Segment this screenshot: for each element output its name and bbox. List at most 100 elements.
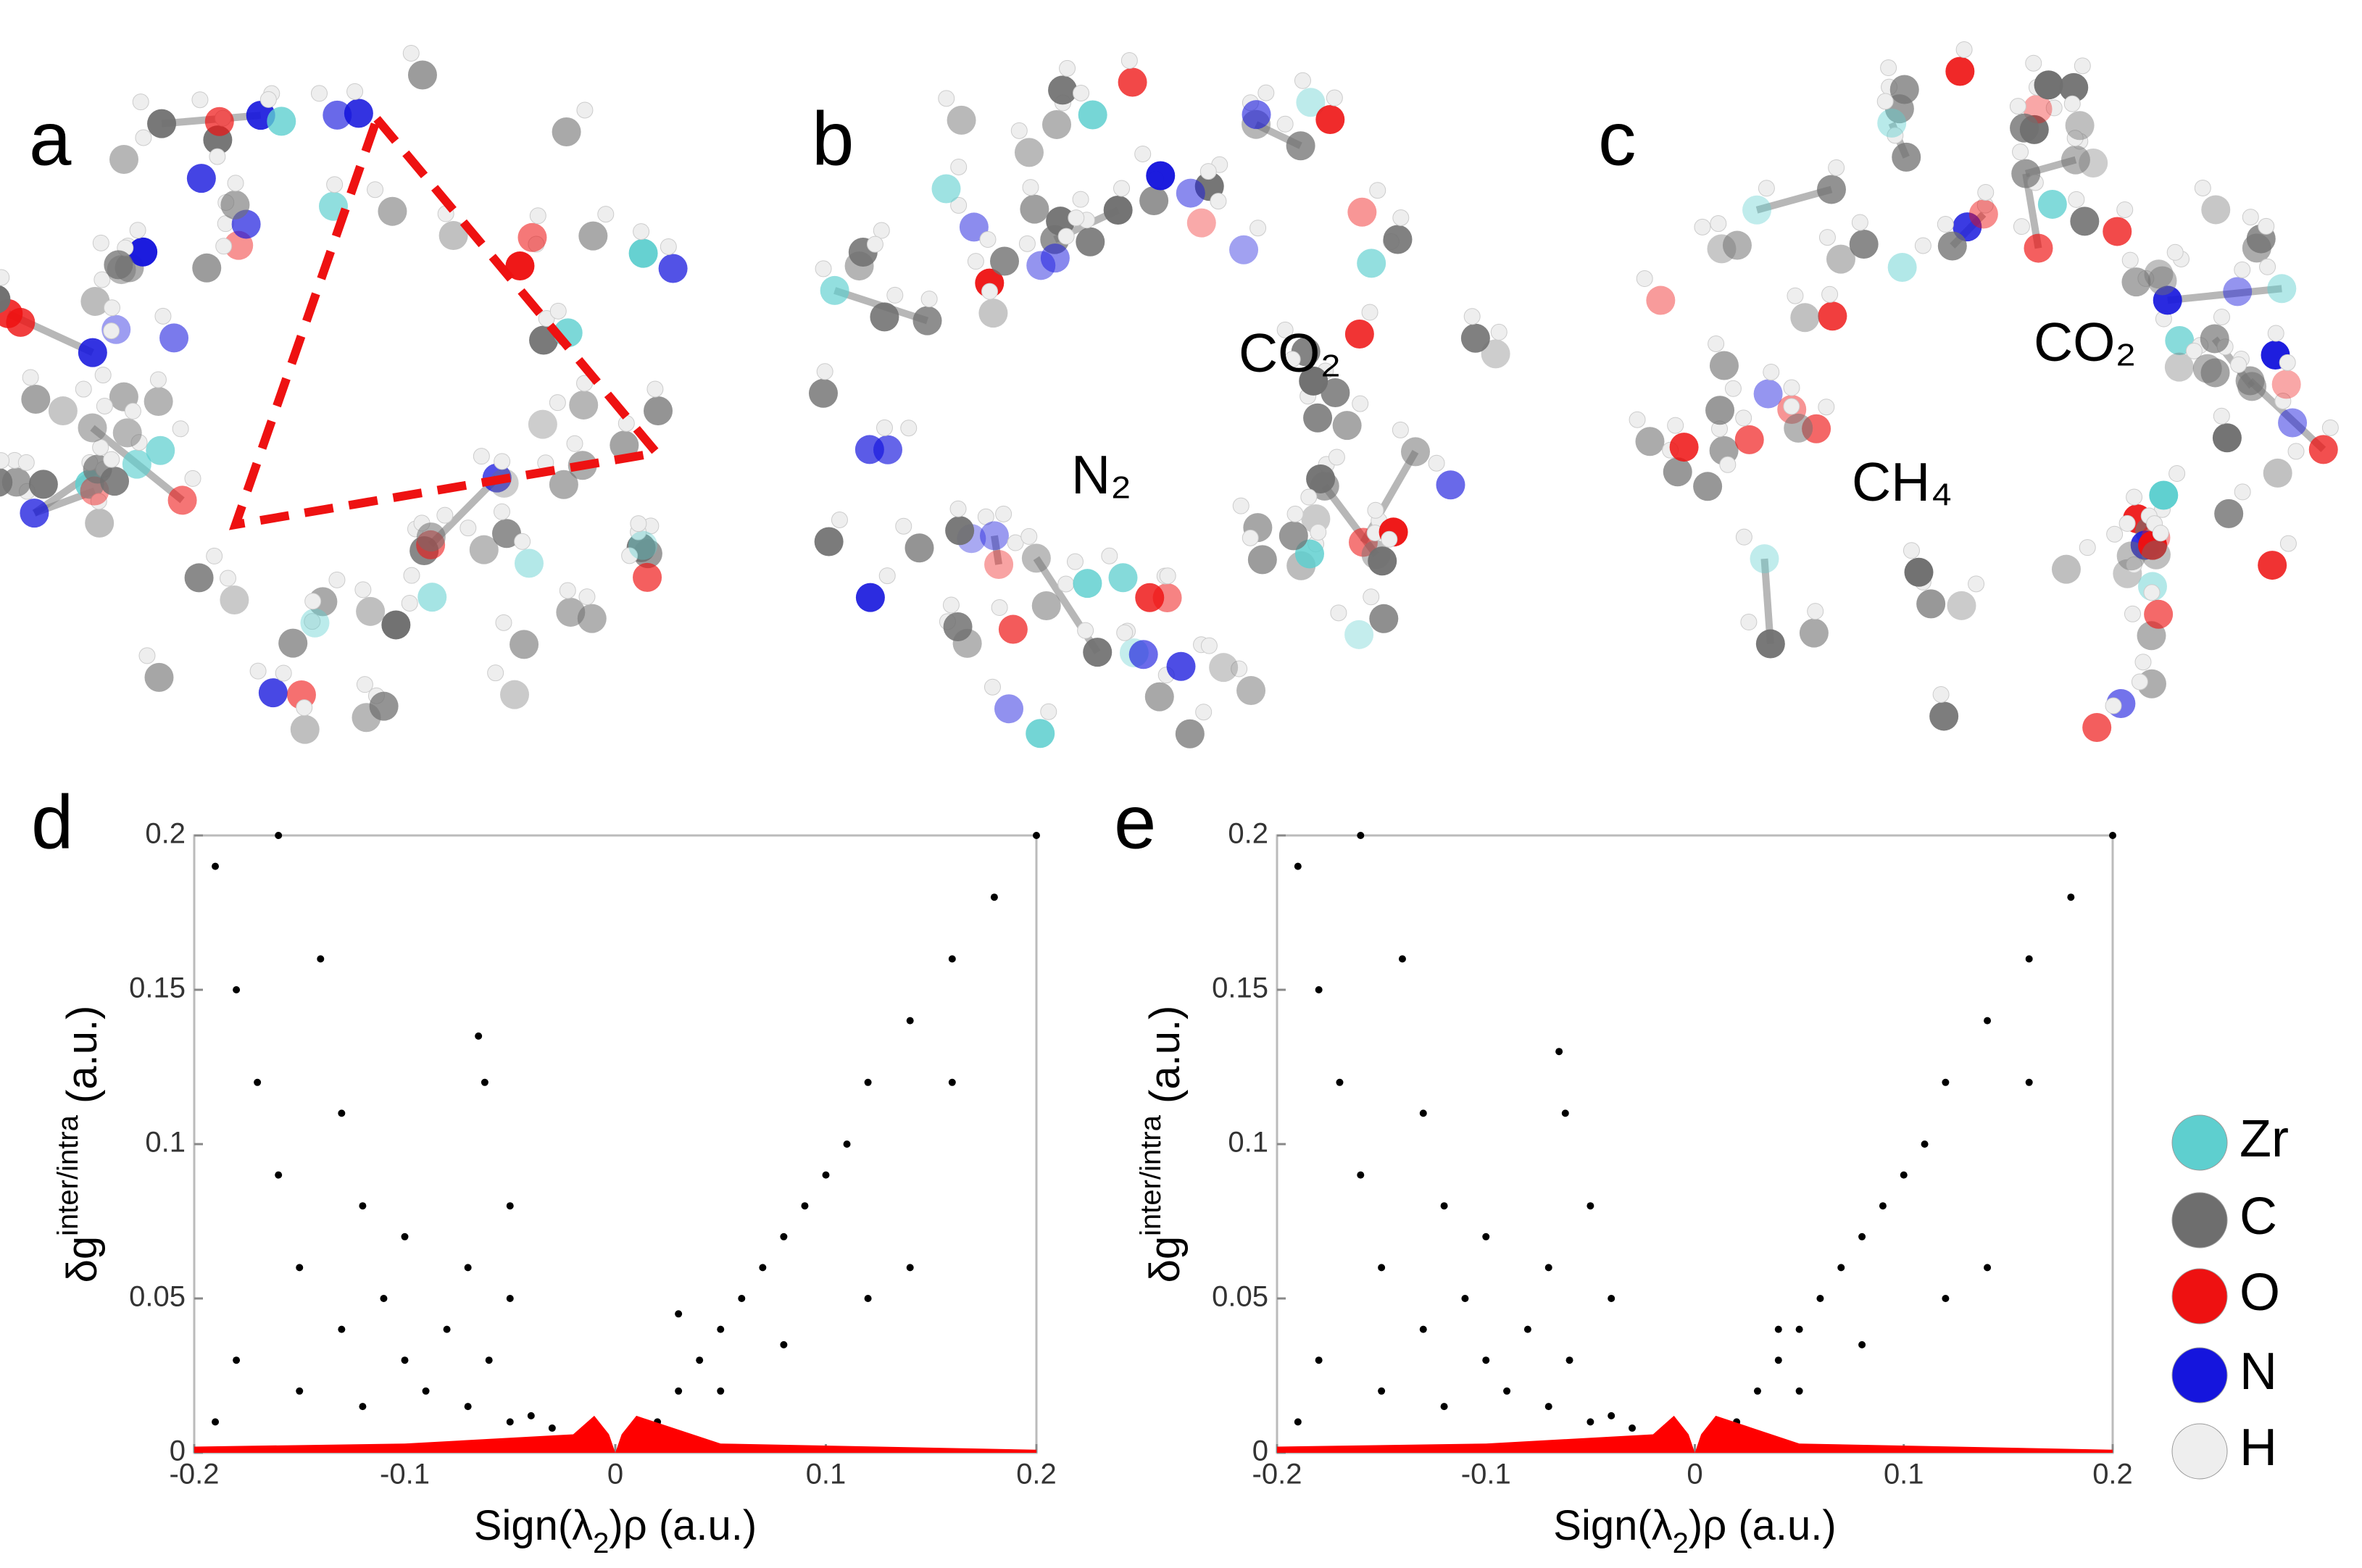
atom [1755, 629, 1785, 659]
hydrogen [17, 454, 35, 471]
hydrogen [1116, 624, 1134, 641]
atom [78, 338, 107, 367]
hydrogen [1818, 229, 1836, 246]
hydrogen [2321, 419, 2339, 436]
scatter-point [1587, 1202, 1594, 1210]
hydrogen [2213, 308, 2230, 325]
atom [2070, 207, 2100, 236]
atom [146, 435, 175, 465]
atom [2200, 324, 2229, 354]
panel-label: b [812, 97, 854, 182]
hydrogen [2131, 673, 2148, 691]
atom [855, 583, 885, 612]
atom [628, 530, 658, 560]
hydrogen [94, 367, 112, 384]
atom [1128, 640, 1158, 670]
scatter-point [675, 1310, 683, 1318]
atom [1947, 591, 1976, 620]
hydrogen [876, 419, 893, 436]
atom [1078, 100, 1107, 130]
scatter-point [1440, 1403, 1448, 1411]
hydrogen [367, 181, 384, 199]
hydrogen [75, 380, 92, 398]
atom [1753, 379, 1783, 409]
hydrogen [326, 176, 344, 193]
hydrogen [1294, 72, 1311, 89]
atom [1048, 75, 1078, 105]
atom [947, 105, 976, 135]
atom [258, 678, 288, 708]
hydrogen [1057, 228, 1075, 245]
atom [1236, 676, 1266, 706]
atom [2164, 352, 2194, 382]
hydrogen [209, 148, 226, 165]
legend-label: C [2240, 1188, 2277, 1246]
hydrogen [646, 380, 664, 398]
atom [1073, 569, 1102, 599]
hydrogen [2279, 354, 2296, 371]
hydrogen [296, 699, 313, 717]
hydrogen [1968, 575, 1985, 593]
hydrogen [1783, 398, 1800, 415]
atom [578, 221, 608, 251]
atom [112, 418, 142, 448]
atom [1209, 653, 1239, 683]
hydrogen [2242, 209, 2259, 226]
atom [2212, 423, 2242, 453]
hydrogen [1937, 216, 1954, 233]
atom [658, 254, 688, 283]
atom [2149, 480, 2179, 510]
scatter-point [1336, 1078, 1344, 1086]
atom [492, 519, 522, 549]
atom [1436, 470, 1465, 500]
scatter-point [481, 1078, 488, 1086]
scatter-point [296, 1264, 304, 1272]
atom [407, 60, 437, 90]
hydrogen [2168, 465, 2186, 483]
atom [1916, 589, 1946, 619]
hydrogen [184, 470, 201, 487]
y-axis-label-part: inter/intra [1135, 1114, 1167, 1235]
hydrogen [1914, 237, 1931, 254]
atom [1303, 403, 1333, 433]
hydrogen [1667, 417, 1684, 434]
atom [1306, 464, 1336, 493]
hydrogen [227, 175, 244, 192]
atom [1904, 557, 1934, 587]
scatter-point [233, 986, 241, 993]
atom [610, 430, 639, 460]
scatter-point [1523, 1325, 1531, 1333]
atom [2258, 551, 2287, 580]
hydrogen [2267, 325, 2284, 342]
hydrogen [1977, 184, 1995, 201]
hydrogen [1040, 703, 1057, 720]
atom [1357, 249, 1386, 278]
hydrogen [1018, 235, 1036, 252]
hydrogen [950, 196, 968, 214]
hydrogen [2143, 584, 2161, 601]
x-axis-label: Sign(λ2)ρ (a.u.) [474, 1502, 757, 1559]
hydrogen [1200, 637, 1218, 654]
atom [147, 109, 177, 138]
hydrogen [473, 448, 490, 465]
hydrogen [630, 515, 647, 533]
scatter-point [422, 1387, 430, 1395]
x-axis-label-part: Sign(λ [1553, 1502, 1672, 1549]
atom [378, 196, 407, 226]
atom [549, 470, 578, 499]
scatter-point [506, 1202, 514, 1210]
hydrogen [1887, 127, 1904, 144]
atom [1945, 57, 1975, 86]
atom [2065, 111, 2095, 141]
atom [517, 222, 547, 252]
hydrogen [981, 283, 999, 300]
y-axis-label-part: (a.u.) [59, 1006, 106, 1116]
atom [2223, 277, 2253, 306]
atom [1889, 75, 1919, 104]
atom [1968, 199, 1998, 229]
hydrogen [1159, 567, 1176, 585]
hydrogen [514, 533, 531, 550]
scatter-point [1858, 1340, 1866, 1348]
atom [80, 286, 110, 316]
